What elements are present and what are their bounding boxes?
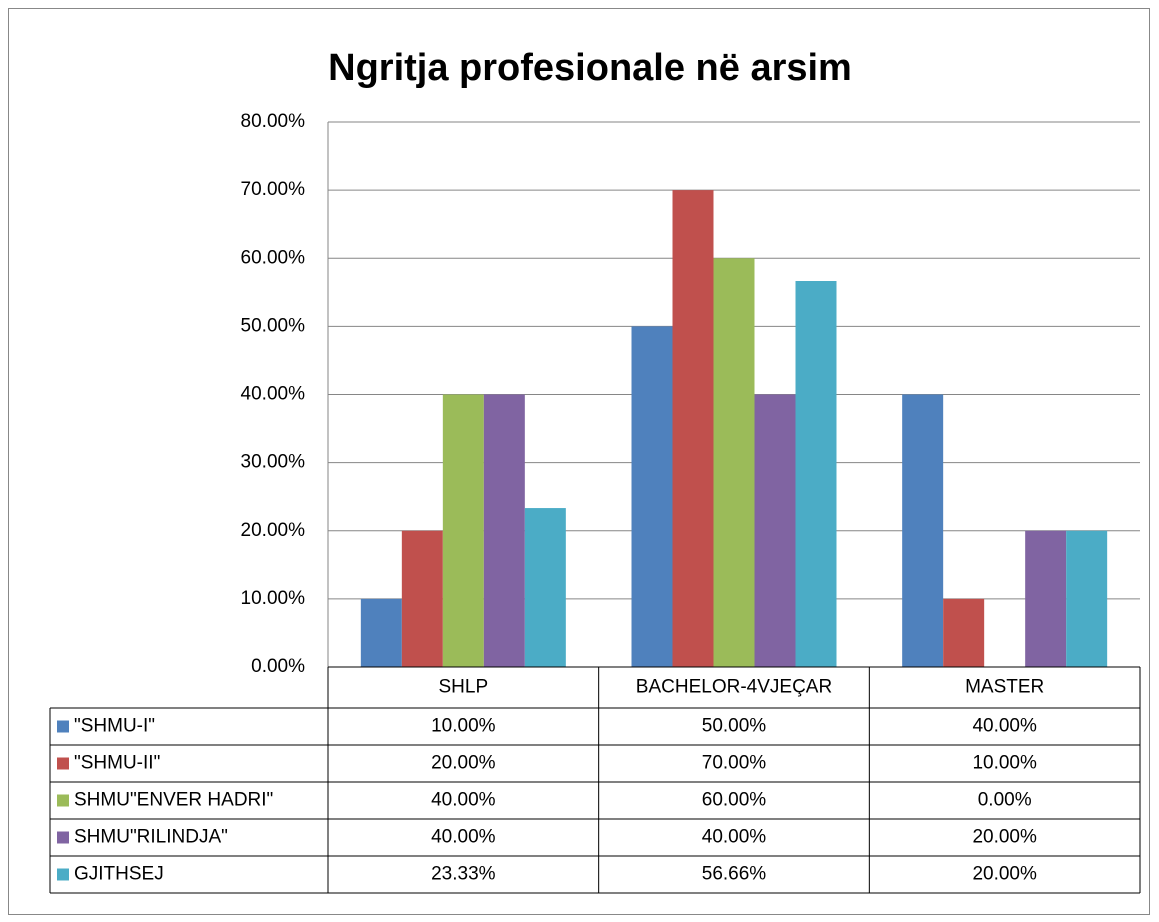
table-value: 20.00% bbox=[972, 827, 1037, 848]
table-value: 20.00% bbox=[431, 753, 496, 774]
chart-title: Ngritja profesionale në arsim bbox=[328, 47, 852, 89]
bar bbox=[1066, 530, 1108, 667]
table-value: 0.00% bbox=[978, 790, 1032, 811]
chart-border bbox=[8, 8, 1150, 915]
legend-swatch bbox=[57, 794, 69, 807]
legend-swatch bbox=[57, 831, 69, 844]
y-tick-label: 30.00% bbox=[241, 452, 306, 473]
y-tick-label: 40.00% bbox=[241, 384, 306, 405]
bar bbox=[442, 394, 484, 667]
bar bbox=[795, 281, 837, 667]
bar bbox=[631, 326, 673, 667]
bar bbox=[401, 530, 443, 667]
table-value: 20.00% bbox=[972, 864, 1037, 885]
table-value: 70.00% bbox=[702, 753, 767, 774]
bar bbox=[713, 258, 755, 667]
table-value: 40.00% bbox=[431, 827, 496, 848]
legend-label: SHMU"ENVER HADRI" bbox=[74, 790, 273, 811]
bar bbox=[483, 394, 525, 667]
x-tick-label: SHLP bbox=[439, 677, 489, 698]
bar bbox=[524, 508, 566, 667]
bar bbox=[754, 394, 796, 667]
legend-label: "SHMU-II" bbox=[74, 753, 160, 774]
legend-label: "SHMU-I" bbox=[74, 716, 155, 737]
legend-swatch bbox=[57, 868, 69, 881]
legend-label: GJITHSEJ bbox=[74, 864, 164, 885]
bar bbox=[902, 394, 944, 667]
table-value: 10.00% bbox=[972, 753, 1037, 774]
legend-label: SHMU"RILINDJA" bbox=[74, 827, 228, 848]
bar bbox=[672, 190, 714, 667]
x-tick-label: MASTER bbox=[965, 677, 1044, 698]
y-tick-label: 60.00% bbox=[241, 247, 306, 268]
legend-swatch bbox=[57, 757, 69, 770]
table-value: 50.00% bbox=[702, 716, 767, 737]
y-tick-label: 10.00% bbox=[241, 588, 306, 609]
legend-swatch bbox=[57, 720, 69, 733]
y-tick-label: 80.00% bbox=[241, 111, 306, 132]
table-value: 40.00% bbox=[972, 716, 1037, 737]
table-value: 40.00% bbox=[431, 790, 496, 811]
y-tick-label: 0.00% bbox=[251, 656, 305, 677]
table-value: 56.66% bbox=[702, 864, 767, 885]
x-tick-label: BACHELOR-4VJEÇAR bbox=[636, 677, 832, 698]
table-value: 23.33% bbox=[431, 864, 496, 885]
y-tick-label: 70.00% bbox=[241, 179, 306, 200]
y-tick-label: 20.00% bbox=[241, 520, 306, 541]
y-tick-label: 50.00% bbox=[241, 315, 306, 336]
bar bbox=[1025, 530, 1067, 667]
table-value: 60.00% bbox=[702, 790, 767, 811]
table-value: 10.00% bbox=[431, 716, 496, 737]
table-value: 40.00% bbox=[702, 827, 767, 848]
bar bbox=[360, 598, 402, 667]
bar bbox=[943, 598, 985, 667]
